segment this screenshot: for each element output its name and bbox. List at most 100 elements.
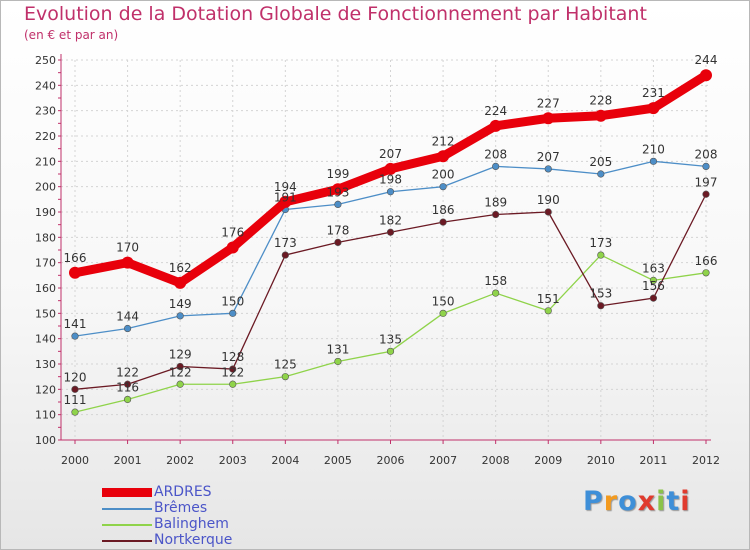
data-point-nortkerque	[229, 365, 237, 373]
logo-letter: t	[666, 486, 681, 517]
x-tick-label: 2004	[271, 454, 299, 467]
data-label-balinghem: 166	[695, 254, 718, 268]
data-point-ardres	[489, 119, 502, 132]
data-label-nortkerque: 190	[537, 193, 560, 207]
data-point-ardres	[542, 112, 555, 125]
data-label-nortkerque: 122	[116, 365, 139, 379]
y-tick-label: 150	[35, 307, 56, 320]
data-label-ardres: 231	[642, 86, 665, 100]
data-point-balinghem	[281, 373, 289, 381]
data-point-balinghem	[71, 408, 79, 416]
data-point-bremes	[439, 183, 447, 191]
chart-title: Evolution de la Dotation Globale de Fonc…	[24, 3, 647, 25]
data-point-ardres	[69, 266, 81, 279]
legend-label-ardres: ARDRES	[154, 484, 212, 500]
data-point-ardres	[226, 241, 239, 254]
data-label-nortkerque: 182	[379, 213, 402, 227]
x-tick-label: 2001	[114, 454, 142, 467]
x-tick-label: 2010	[587, 454, 615, 467]
data-point-balinghem	[123, 395, 132, 404]
data-point-balinghem	[702, 269, 710, 277]
data-point-balinghem	[334, 357, 342, 366]
proxiti-logo: Proxiti	[583, 486, 691, 517]
legend-swatch-balinghem	[102, 524, 152, 526]
logo-letter: i	[656, 486, 667, 517]
data-label-nortkerque: 186	[432, 203, 455, 217]
data-point-bremes	[123, 324, 132, 333]
data-point-ardres	[594, 109, 607, 122]
data-label-nortkerque: 156	[642, 279, 665, 293]
y-tick-label: 210	[35, 155, 56, 168]
y-tick-label: 250	[35, 54, 56, 67]
x-tick-label: 2012	[692, 454, 720, 467]
y-tick-label: 100	[35, 434, 56, 447]
legend-item-balinghem: Balinghem	[102, 516, 302, 532]
data-label-balinghem: 158	[484, 274, 507, 288]
x-tick-label: 2009	[534, 454, 562, 467]
y-tick-label: 180	[35, 231, 56, 244]
data-label-nortkerque: 153	[589, 287, 612, 301]
data-label-ardres: 176	[221, 225, 244, 239]
data-label-bremes: 149	[169, 297, 192, 311]
data-label-balinghem: 125	[274, 358, 297, 372]
logo-letter: P	[583, 486, 604, 517]
data-point-bremes	[492, 162, 500, 170]
data-point-balinghem	[597, 251, 605, 259]
x-tick-label: 2000	[61, 454, 89, 467]
data-label-balinghem: 173	[589, 236, 612, 250]
logo-letter: i	[680, 486, 691, 517]
legend-swatch-bremes	[102, 508, 152, 510]
data-point-nortkerque	[492, 210, 500, 219]
data-label-bremes: 150	[221, 294, 244, 308]
data-point-bremes	[334, 200, 342, 208]
data-label-bremes: 200	[432, 168, 455, 182]
data-point-bremes	[229, 309, 237, 317]
data-label-ardres: 170	[116, 241, 139, 255]
data-label-balinghem: 111	[64, 393, 87, 407]
data-point-ardres	[700, 69, 712, 82]
x-tick-label: 2007	[429, 454, 457, 467]
y-tick-label: 230	[35, 105, 56, 118]
data-label-balinghem: 122	[221, 365, 244, 379]
data-label-bremes: 208	[484, 147, 507, 161]
data-point-ardres	[279, 195, 292, 208]
data-point-balinghem	[544, 307, 552, 315]
y-tick-label: 120	[35, 383, 56, 396]
data-point-bremes	[386, 188, 395, 196]
data-label-balinghem: 131	[326, 342, 349, 356]
data-label-ardres: 166	[64, 251, 87, 265]
data-label-ardres: 194	[274, 180, 297, 194]
data-label-balinghem: 135	[379, 332, 402, 346]
data-point-ardres	[647, 102, 660, 115]
data-point-nortkerque	[281, 251, 289, 259]
y-tick-label: 110	[35, 409, 56, 422]
y-tick-label: 240	[35, 79, 56, 92]
data-label-balinghem: 150	[432, 294, 455, 308]
data-label-ardres: 228	[589, 94, 612, 108]
data-point-balinghem	[649, 276, 658, 285]
data-label-ardres: 199	[326, 167, 349, 181]
data-label-nortkerque: 129	[169, 348, 192, 362]
data-point-ardres	[331, 183, 344, 196]
y-tick-label: 190	[35, 206, 56, 219]
y-tick-label: 220	[35, 130, 56, 143]
data-point-ardres	[121, 256, 134, 269]
legend-label-bremes: Brêmes	[154, 500, 208, 516]
data-label-bremes: 198	[379, 173, 402, 187]
data-label-ardres: 227	[537, 96, 560, 110]
legend-item-nortkerque: Nortkerque	[102, 532, 302, 548]
data-label-balinghem: 151	[537, 292, 560, 306]
x-tick-label: 2011	[639, 454, 667, 467]
data-point-balinghem	[176, 380, 184, 388]
data-label-ardres: 162	[169, 261, 192, 275]
data-point-nortkerque	[702, 190, 710, 198]
legend-swatch-nortkerque	[102, 540, 152, 542]
data-label-nortkerque: 120	[64, 370, 87, 384]
data-label-nortkerque: 128	[221, 350, 244, 364]
data-point-bremes	[597, 170, 605, 178]
chart-subtitle: (en € et par an)	[24, 28, 119, 42]
y-tick-label: 200	[35, 181, 56, 194]
x-tick-label: 2006	[377, 454, 405, 467]
